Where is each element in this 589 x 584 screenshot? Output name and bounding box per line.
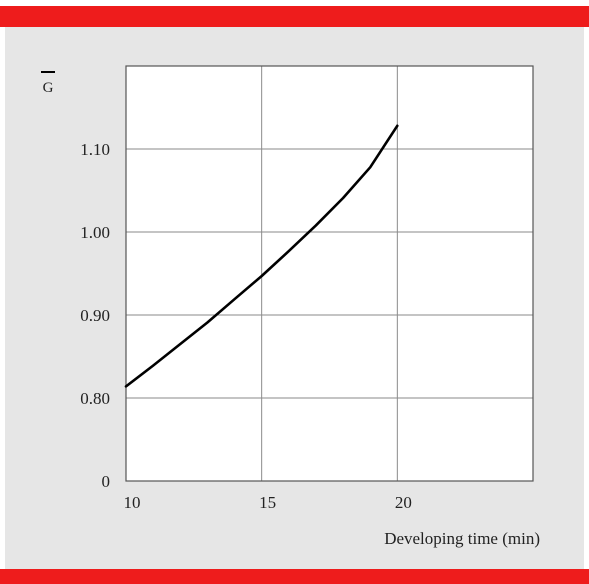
top-red-band [0,6,589,27]
left-margin [0,0,5,584]
x-tick-label-1: 15 [259,493,276,512]
top-margin [0,0,589,6]
plot-area [126,66,533,481]
y-tick-label-1: 0.80 [80,389,110,408]
series-layer [124,124,399,388]
x-axis-label: Developing time (min) [384,529,540,548]
plot-border [125,65,534,482]
grid [126,66,533,481]
y-tick-label-2: 0.90 [80,306,110,325]
bottom-red-band [0,569,589,584]
right-margin [584,0,589,584]
y-tick-label-0: 0 [102,472,111,491]
tick-labels: 0 0.80 0.90 1.00 1.10 10 15 20 [80,140,412,512]
y-axis-label: G [43,80,54,96]
y-tick-label-4: 1.10 [80,140,110,159]
y-tick-label-3: 1.00 [80,223,110,242]
x-tick-label-0: 10 [124,493,141,512]
x-tick-label-2: 20 [395,493,412,512]
axes [125,65,534,482]
series-line-0 [124,124,399,388]
